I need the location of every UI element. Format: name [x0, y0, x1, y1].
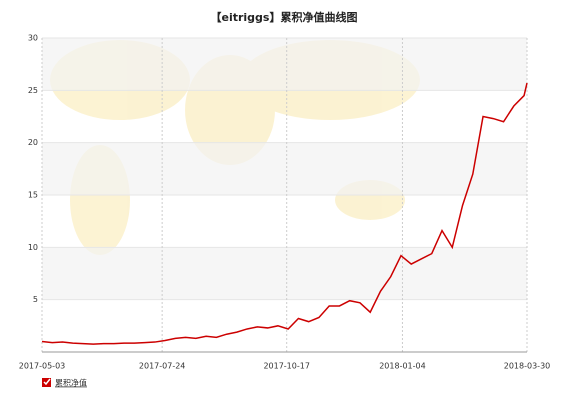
x-tick-label: 2018-03-30 — [504, 362, 551, 371]
grid-band — [42, 247, 527, 300]
x-tick-label: 2017-05-03 — [19, 362, 66, 371]
series-line — [41, 82, 528, 345]
x-tick-label: 2017-10-17 — [263, 362, 310, 371]
chart-title: 【eitriggs】累积净值曲线图 — [211, 10, 358, 24]
y-tick-label: 15 — [28, 191, 38, 200]
legend-check — [43, 378, 51, 386]
y-tick-label: 30 — [28, 34, 38, 43]
grid-band — [42, 142, 527, 195]
x-tick-label: 2018-01-04 — [379, 362, 426, 371]
y-tick-label: 10 — [28, 243, 38, 252]
x-tick-label: 2017-07-24 — [139, 362, 186, 371]
y-tick-label: 25 — [28, 86, 38, 95]
grid-band — [42, 38, 527, 91]
legend-label[interactable]: 累积净值 — [55, 378, 87, 388]
y-tick-label: 5 — [33, 295, 38, 304]
y-tick-label: 20 — [28, 138, 38, 147]
